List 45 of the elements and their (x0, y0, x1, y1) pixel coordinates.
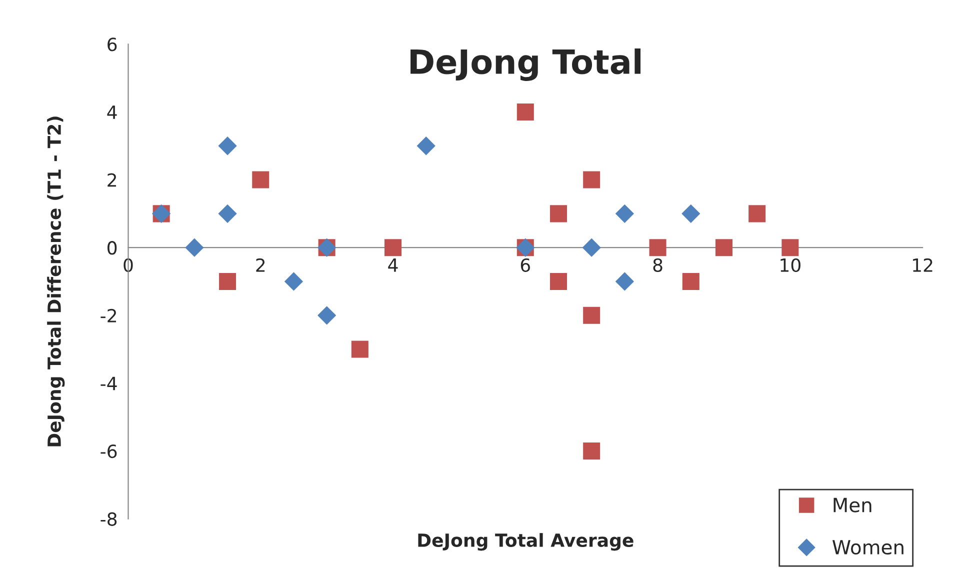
y-tick-label: 4 (107, 106, 117, 119)
point (583, 171, 600, 188)
x-tick-label: 8 (653, 258, 662, 272)
point (682, 204, 700, 223)
y-axis-title: DeJong Total Difference (T1 - T2) (47, 116, 65, 446)
y-tick-label: 6 (108, 38, 117, 52)
y-tick-label: -6 (100, 444, 117, 458)
point (550, 205, 567, 222)
x-tick-label: 12 (913, 258, 932, 272)
point (715, 239, 732, 256)
point (583, 442, 600, 460)
point (582, 238, 601, 257)
point (318, 306, 336, 325)
point (252, 171, 270, 188)
point (583, 306, 600, 324)
point (384, 239, 402, 256)
x-tick-label: 0 (124, 258, 133, 272)
point (219, 272, 236, 290)
point (682, 272, 700, 290)
x-axis-title: DeJong Total Average (418, 533, 634, 551)
chart-title: DeJong Total (410, 48, 641, 81)
x-tick-label: 10 (780, 258, 800, 272)
y-tick-label: 2 (108, 173, 116, 187)
point (649, 239, 666, 256)
point (284, 272, 304, 291)
point (782, 239, 799, 256)
y-tick-label: -2 (100, 308, 116, 322)
point (416, 136, 436, 156)
y-tick-label: 0 (108, 241, 117, 255)
point (615, 204, 634, 223)
y-tick-label: -4 (100, 376, 117, 390)
point (218, 136, 237, 156)
point (748, 205, 766, 222)
y-tick-label: -8 (100, 512, 117, 526)
point (615, 272, 634, 291)
x-tick-label: 6 (520, 258, 530, 272)
x-tick-label: 2 (256, 258, 265, 272)
x-tick-label: 4 (388, 258, 398, 272)
point (185, 238, 204, 257)
point (218, 204, 237, 223)
point (550, 272, 567, 290)
point (351, 340, 368, 358)
point (516, 103, 534, 120)
legend-label: Men (834, 498, 872, 512)
legend-label: Women (832, 540, 904, 555)
